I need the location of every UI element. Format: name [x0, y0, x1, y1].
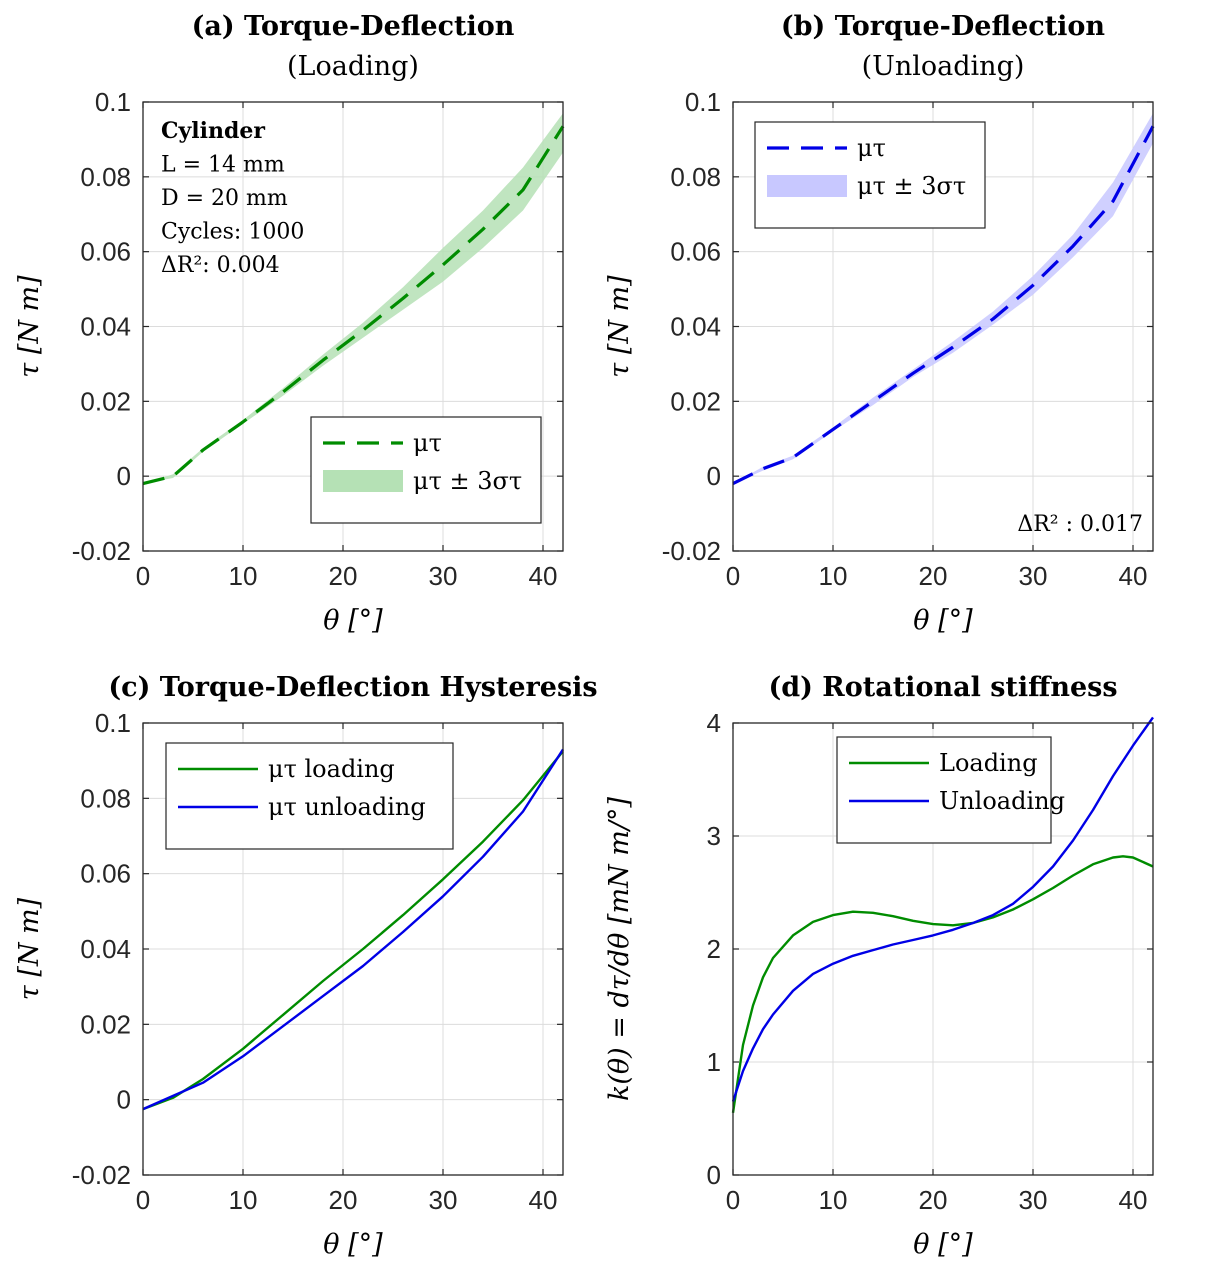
legend-label: μτ unloading — [268, 793, 426, 821]
y-tick-label: 1 — [707, 1047, 721, 1077]
x-tick-label: 10 — [819, 1185, 848, 1215]
panel-d: 0 10 20 30 40 0 1 2 3 4 (d) Rotational stiffness θ … — [604, 672, 1154, 1260]
series-line — [142, 125, 565, 486]
legend-label: Unloading — [939, 787, 1065, 815]
legend: Loading Unloading — [836, 736, 1065, 844]
x-tick-label: 10 — [229, 561, 258, 591]
x-tick-label: 20 — [329, 561, 358, 591]
x-tick-label: 30 — [429, 1185, 458, 1215]
chart-title: (a) Torque-Deflection — [192, 11, 515, 42]
series-line — [142, 750, 564, 1111]
legend-swatch — [323, 470, 403, 492]
annotation-text: L = 14 mm — [161, 153, 285, 178]
y-tick-label: 0.04 — [80, 934, 131, 964]
legend: μτ loading μτ unloading — [165, 742, 454, 850]
y-tick-label: 2 — [707, 934, 721, 964]
legend-label: Loading — [939, 749, 1038, 777]
y-tick-label: 0 — [117, 1085, 131, 1115]
annotation-text: D = 20 mm — [161, 186, 288, 211]
legend-label: μτ — [857, 134, 886, 162]
x-tick-label: 10 — [229, 1185, 258, 1215]
x-axis-label: θ [°] — [913, 605, 973, 636]
y-tick-label: 0.08 — [670, 162, 721, 192]
legend: μτ μτ ± 3στ — [754, 121, 986, 229]
x-tick-label: 0 — [726, 561, 740, 591]
x-tick-label: 20 — [919, 1185, 948, 1215]
legend-label: μτ ± 3στ — [857, 172, 966, 200]
x-tick-label: 10 — [819, 561, 848, 591]
y-tick-label: 0.02 — [670, 386, 721, 416]
legend-label: μτ loading — [268, 755, 395, 783]
x-tick-label: 30 — [429, 561, 458, 591]
annotation-text: ΔR²: 0.004 — [161, 253, 280, 278]
y-tick-label: 0.08 — [80, 162, 131, 192]
chart-title: (c) Torque-Deflection Hysteresis — [108, 672, 597, 703]
y-tick-label: 0.08 — [80, 783, 131, 813]
x-tick-label: 30 — [1019, 1185, 1048, 1215]
legend-label: μτ — [413, 429, 442, 457]
x-axis-label: θ [°] — [323, 605, 383, 636]
annotation-text: Cycles: 1000 — [161, 220, 304, 245]
chart-title: (b) Torque-Deflection — [781, 11, 1106, 42]
y-tick-label: 4 — [707, 708, 721, 738]
y-tick-label: 3 — [707, 821, 721, 851]
x-tick-label: 20 — [329, 1185, 358, 1215]
x-tick-label: 40 — [1119, 561, 1148, 591]
x-tick-label: 20 — [919, 561, 948, 591]
y-axis-label: τ [N m] — [14, 897, 45, 1000]
legend-box — [165, 742, 454, 850]
y-tick-label: 0.06 — [80, 859, 131, 889]
x-tick-label: 0 — [136, 1185, 150, 1215]
y-axis-label: τ [N m] — [14, 275, 45, 378]
x-tick-label: 30 — [1019, 561, 1048, 591]
y-tick-label: 0 — [707, 1160, 721, 1190]
y-tick-label: 0.1 — [685, 87, 721, 117]
legend-box — [836, 736, 1052, 844]
chart-title: (d) Rotational stiffness — [768, 672, 1117, 703]
y-tick-label: 0.1 — [95, 708, 131, 738]
y-tick-label: -0.02 — [662, 536, 721, 566]
annotation-text: Cylinder — [161, 118, 265, 144]
y-tick-label: -0.02 — [72, 1160, 131, 1190]
y-tick-label: 0.06 — [80, 237, 131, 267]
y-tick-label: 0.06 — [670, 237, 721, 267]
y-tick-label: 0.02 — [80, 386, 131, 416]
y-tick-label: -0.02 — [72, 536, 131, 566]
x-tick-label: 0 — [136, 561, 150, 591]
y-tick-label: 0.02 — [80, 1009, 131, 1039]
x-axis-label: θ [°] — [913, 1229, 973, 1260]
series-line — [731, 716, 1154, 1102]
legend-label: μτ ± 3στ — [413, 467, 522, 495]
legend-swatch — [767, 175, 847, 197]
series-line — [142, 748, 565, 1111]
y-tick-label: 0.04 — [80, 312, 131, 342]
y-tick-label: 0 — [117, 461, 131, 491]
series-line — [732, 125, 1155, 486]
series-line — [731, 855, 1154, 1113]
x-tick-label: 40 — [529, 1185, 558, 1215]
x-tick-label: 40 — [529, 561, 558, 591]
x-tick-label: 40 — [1119, 1185, 1148, 1215]
y-tick-label: 0.04 — [670, 312, 721, 342]
y-tick-label: 0 — [707, 461, 721, 491]
y-axis-label: k(θ) = dτ/dθ [mN m/°] — [604, 797, 635, 1101]
x-tick-label: 0 — [726, 1185, 740, 1215]
y-axis-label: τ [N m] — [604, 275, 635, 378]
chart-subtitle: (Loading) — [287, 51, 419, 82]
annotation-text: ΔR² : 0.017 — [1017, 512, 1143, 537]
x-axis-label: θ [°] — [323, 1229, 383, 1260]
legend: μτ μτ ± 3στ — [310, 416, 542, 524]
y-tick-label: 0.1 — [95, 87, 131, 117]
chart-subtitle: (Unloading) — [862, 51, 1025, 82]
